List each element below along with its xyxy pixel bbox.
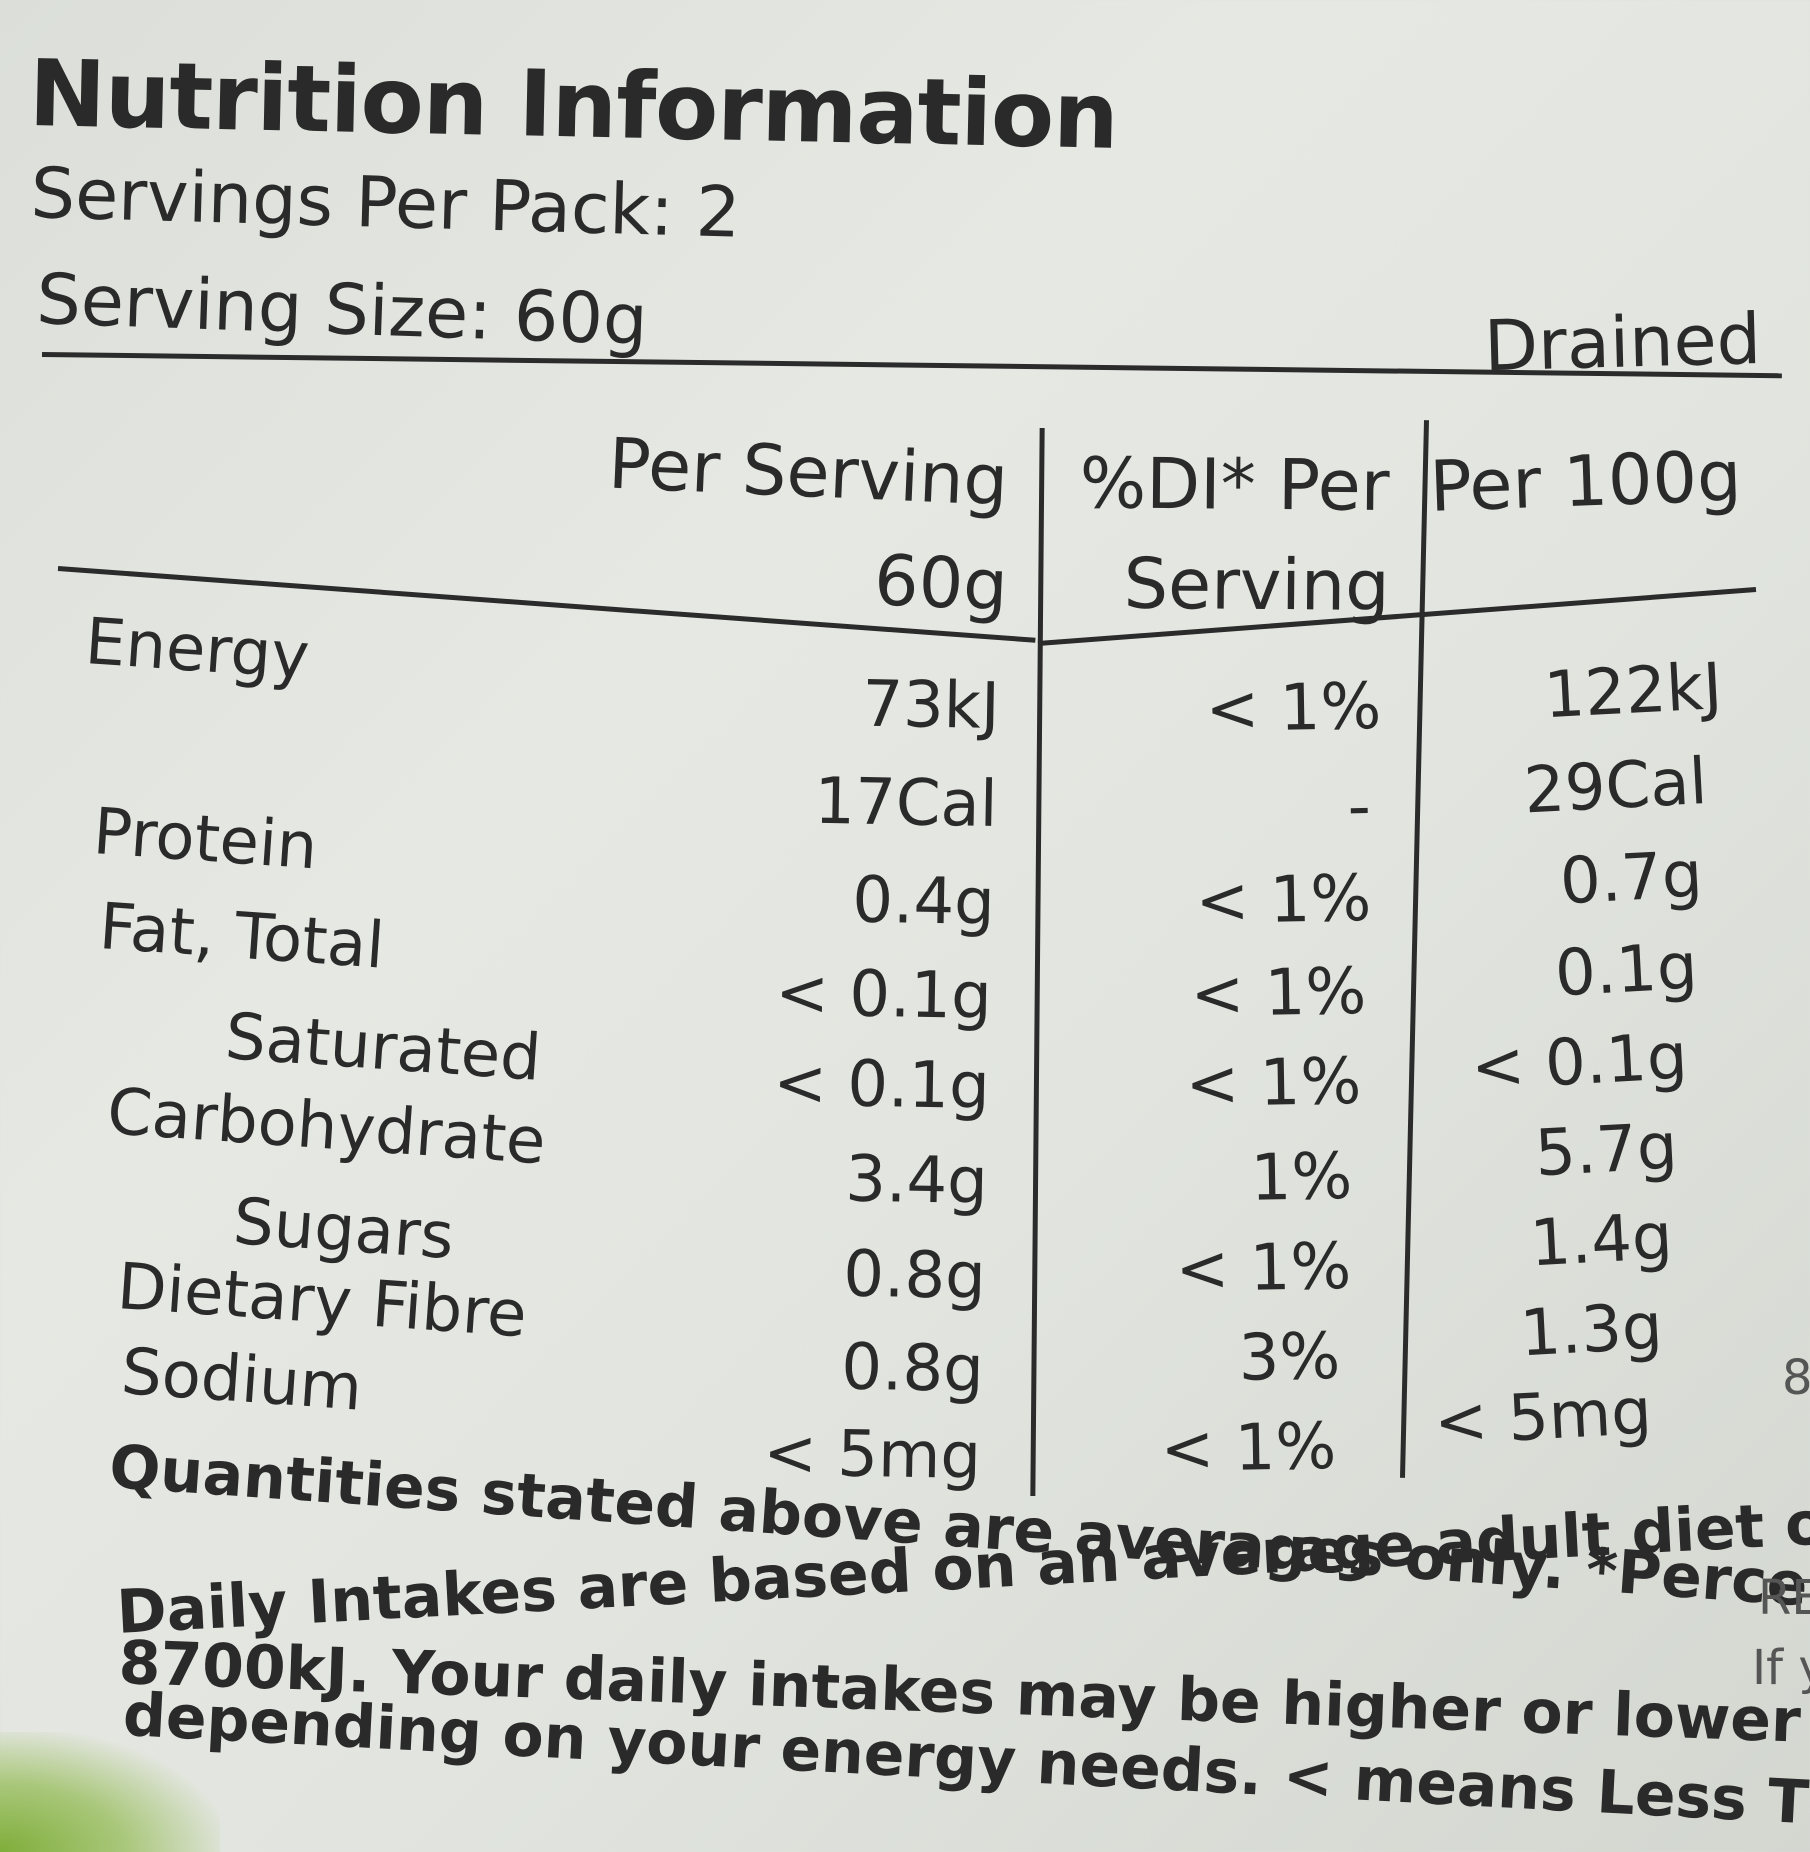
per-serving-energy-kj: 73kJ bbox=[861, 667, 1000, 744]
col-per-100g: Per 100g bbox=[1428, 435, 1743, 528]
di-sodium: < 1% bbox=[1159, 1410, 1337, 1488]
col-di-line2: Serving bbox=[1123, 542, 1390, 627]
row-label-energy: Energy bbox=[82, 605, 312, 695]
di-sugars: < 1% bbox=[1174, 1230, 1352, 1308]
edge-text-8: 8 bbox=[1782, 1350, 1810, 1406]
per-serving-dietary-fibre: 0.8g bbox=[840, 1330, 984, 1407]
edge-text-re: RE bbox=[1758, 1570, 1810, 1626]
per-100g-energy-kj: 122kJ bbox=[1542, 650, 1724, 734]
per-100g-protein: 0.7g bbox=[1557, 838, 1704, 920]
per-serving-fat-total: < 0.1g bbox=[774, 956, 992, 1034]
column-divider-1 bbox=[1030, 427, 1045, 1497]
row-label-sodium: Sodium bbox=[118, 1335, 365, 1426]
per-100g-dietary-fibre: 1.3g bbox=[1517, 1290, 1664, 1372]
edge-text-ify: If y bbox=[1752, 1640, 1810, 1696]
pack-green-edge bbox=[0, 1732, 220, 1852]
per-100g-fat-total: 0.1g bbox=[1552, 930, 1699, 1012]
per-100g-sugars: 1.4g bbox=[1527, 1200, 1674, 1282]
row-label-saturated: Saturated bbox=[222, 1000, 544, 1096]
di-energy-cal: - bbox=[1346, 770, 1372, 845]
row-label-dietary-fibre: Dietary Fibre bbox=[114, 1250, 530, 1353]
per-serving-sugars: 0.8g bbox=[842, 1237, 986, 1314]
per-100g-carbohydrate: 5.7g bbox=[1532, 1110, 1679, 1192]
per-100g-energy-cal: 29Cal bbox=[1522, 745, 1709, 829]
per-serving-protein: 0.4g bbox=[851, 863, 995, 940]
col-per-serving-line2: 60g bbox=[873, 539, 1010, 627]
row-label-protein: Protein bbox=[90, 795, 320, 885]
col-di-line1: %DI* Per bbox=[1079, 442, 1390, 527]
di-carbohydrate: 1% bbox=[1250, 1140, 1354, 1216]
column-divider-2 bbox=[1399, 420, 1430, 1478]
per-serving-saturated: < 0.1g bbox=[772, 1046, 990, 1124]
per-100g-sodium: < 5mg bbox=[1432, 1375, 1654, 1461]
per-100g-saturated: < 0.1g bbox=[1468, 1020, 1689, 1106]
per-serving-carbohydrate: 3.4g bbox=[844, 1142, 988, 1219]
di-saturated: < 1% bbox=[1184, 1045, 1362, 1123]
servings-per-pack: Servings Per Pack: 2 bbox=[29, 152, 742, 254]
col-per-serving-line1: Per Serving bbox=[607, 422, 1010, 522]
panel-title: Nutrition Information bbox=[27, 40, 1119, 170]
di-energy-kj: < 1% bbox=[1204, 670, 1382, 748]
serving-size: Serving Size: 60g bbox=[35, 258, 649, 362]
di-dietary-fibre: 3% bbox=[1238, 1320, 1342, 1396]
di-fat-total: < 1% bbox=[1189, 955, 1367, 1033]
row-label-fat-total: Fat, Total bbox=[96, 890, 387, 984]
di-protein: < 1% bbox=[1194, 862, 1372, 940]
per-serving-energy-cal: 17Cal bbox=[813, 764, 998, 842]
